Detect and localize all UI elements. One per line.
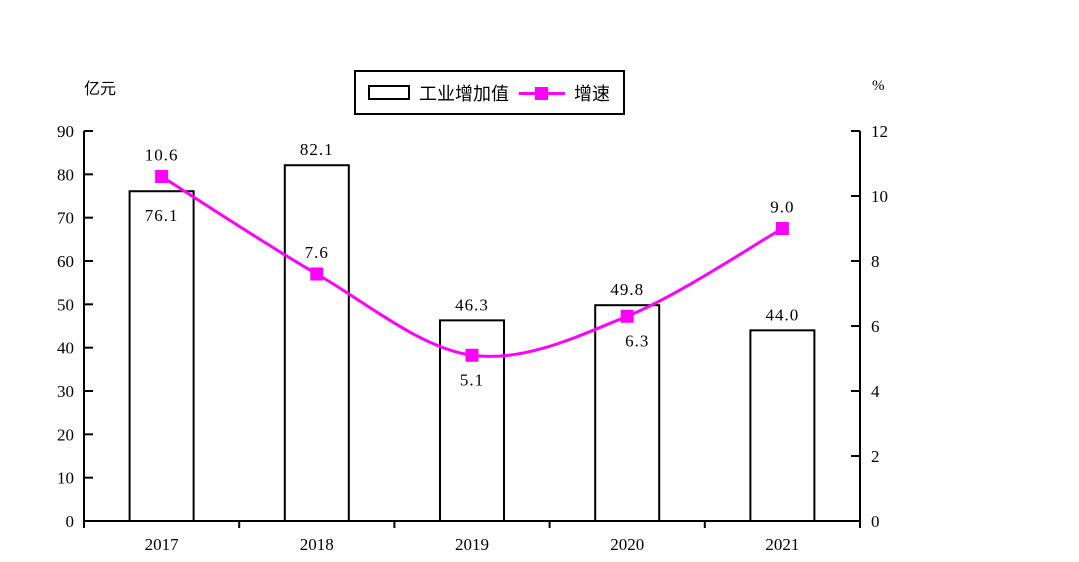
- left-axis-tick-label: 10: [57, 469, 74, 488]
- left-axis-title: 亿元: [84, 81, 117, 98]
- right-axis-tick-label: 0: [871, 512, 880, 531]
- right-axis-tick-label: 2: [871, 447, 880, 466]
- legend-label-bar-series: 工业增加值: [419, 83, 509, 104]
- line-marker-swatch-icon: [519, 86, 565, 100]
- line-data-label: 10.6: [145, 146, 179, 165]
- right-axis-tick-label: 10: [871, 187, 888, 206]
- right-axis-tick-label: 6: [871, 317, 880, 336]
- legend-label-line-series: 增速: [574, 83, 610, 104]
- left-axis-tick-label: 70: [57, 209, 74, 228]
- line-marker-2020: [620, 309, 634, 323]
- right-axis-title: %: [872, 78, 885, 94]
- left-axis-tick-label: 90: [57, 122, 74, 141]
- x-axis-label: 2020: [610, 535, 644, 554]
- left-axis-tick-label: 40: [57, 339, 74, 358]
- legend: 工业增加值 增速: [354, 70, 625, 115]
- left-axis-tick-label: 60: [57, 252, 74, 271]
- bar-data-label: 49.8: [610, 280, 644, 299]
- line-marker-2019: [465, 348, 479, 362]
- bar-2018: [283, 164, 350, 522]
- x-axis-label: 2019: [455, 535, 489, 554]
- right-axis-tick-label: 4: [871, 382, 880, 401]
- bar-data-label: 82.1: [300, 140, 334, 159]
- legend-item-bar-series: 工业增加值: [368, 80, 509, 106]
- line-data-label: 7.6: [305, 243, 329, 262]
- line-swatch-marker: [535, 86, 548, 100]
- left-axis-tick-label: 20: [57, 425, 74, 444]
- bar-2021: [749, 329, 816, 523]
- legend-item-line-series: 增速: [519, 80, 610, 106]
- x-axis-label: 2018: [300, 535, 334, 554]
- left-axis-tick-label: 0: [66, 512, 75, 531]
- left-axis-tick-label: 80: [57, 165, 74, 184]
- bar-data-label: 76.1: [145, 206, 179, 225]
- right-axis-tick-label: 12: [871, 122, 888, 141]
- left-axis-tick-label: 50: [57, 295, 74, 314]
- line-data-label: 6.3: [625, 331, 649, 350]
- bar-data-label: 44.0: [766, 305, 800, 324]
- left-axis-tick-label: 30: [57, 382, 74, 401]
- x-axis-label: 2017: [145, 535, 180, 554]
- bar-swatch-icon: [368, 85, 410, 100]
- line-marker-2017: [155, 170, 169, 183]
- right-axis-tick-label: 8: [871, 252, 880, 271]
- x-axis-label: 2021: [765, 535, 799, 554]
- line-marker-2021: [775, 222, 789, 235]
- bar-data-label: 46.3: [455, 295, 489, 314]
- line-data-label: 9.0: [770, 198, 794, 217]
- line-marker-2018: [310, 267, 324, 281]
- line-data-label: 5.1: [460, 370, 484, 389]
- bar-2017: [128, 190, 195, 522]
